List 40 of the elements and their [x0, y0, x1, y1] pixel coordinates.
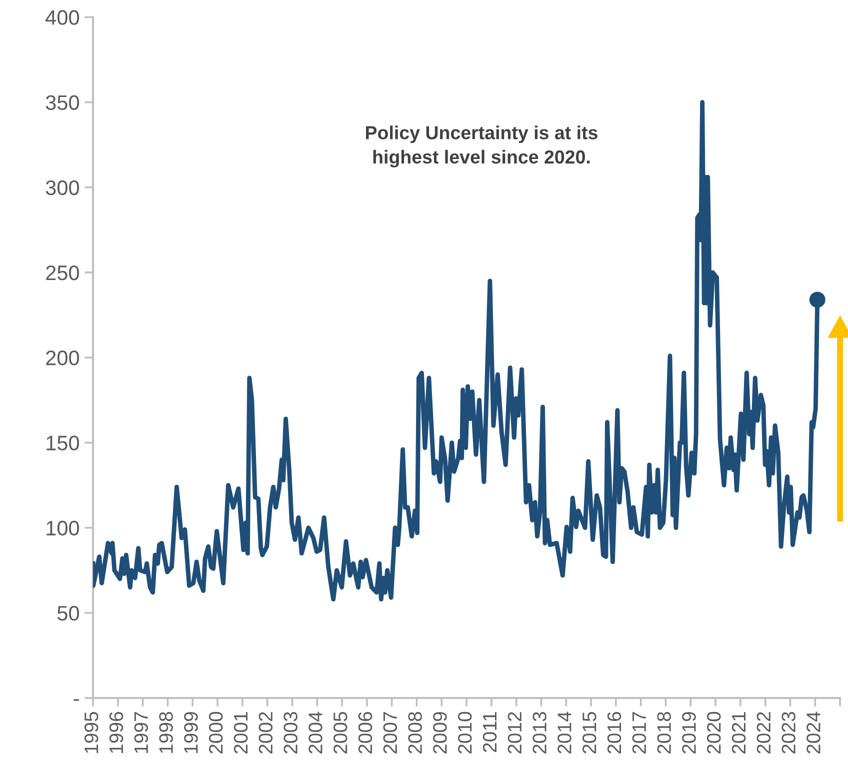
x-tick-label: 2014 [558, 712, 572, 754]
x-tick-label: 2022 [756, 712, 771, 754]
x-tick-label: 1996 [109, 712, 124, 753]
x-tick-label: 2008 [408, 712, 422, 754]
x-tick-label: 2007 [383, 712, 398, 754]
annotation: Policy Uncertainty is at its highest level since 2020. [366, 126, 598, 168]
x-tick-label: 2010 [458, 712, 472, 754]
y-tick-label: 400 [46, 10, 80, 25]
x-tick-label: 2015 [582, 712, 596, 754]
y-tick-label: 200 [46, 350, 80, 366]
x-tick-label: 2019 [682, 712, 696, 754]
x-tick-label: 2009 [433, 712, 447, 754]
y-tick-label: 250 [46, 265, 80, 280]
x-tick-label: 2024 [806, 712, 820, 754]
x-tick-label: 2006 [358, 712, 372, 754]
y-tick-label: 300 [46, 180, 80, 196]
x-tick-label: 2013 [532, 712, 546, 754]
x-tick-label: 2016 [607, 712, 622, 754]
x-tick-label: 1999 [184, 712, 198, 753]
y-tick-label: 50 [57, 606, 80, 621]
x-tick-label: 2018 [657, 712, 671, 754]
x-tick-label: 2001 [234, 712, 248, 754]
y-tick-label: - [74, 699, 79, 701]
y-tick-label: 150 [46, 436, 80, 450]
x-tick-label: 2002 [258, 712, 273, 754]
x-tick-label: 2004 [308, 712, 322, 754]
x-tick-label: 2000 [208, 712, 223, 754]
x-tick-label: 2012 [508, 712, 522, 754]
x-tick-label: 2005 [333, 712, 348, 754]
x-tick-label: 2020 [706, 712, 721, 754]
x-tick-label: 2021 [732, 712, 746, 754]
x-tick-label: 2003 [284, 712, 298, 754]
x-tick-label: 1997 [134, 712, 148, 753]
x-tick-label: 1995 [84, 712, 98, 753]
y-tick-label: 350 [46, 95, 80, 110]
x-tick-label: 2023 [782, 712, 796, 754]
y-tick-label: 100 [46, 520, 80, 536]
x-tick-label: 2017 [632, 712, 646, 754]
x-tick-label: 2011 [482, 712, 497, 752]
x-tick-label: 1998 [159, 712, 173, 753]
